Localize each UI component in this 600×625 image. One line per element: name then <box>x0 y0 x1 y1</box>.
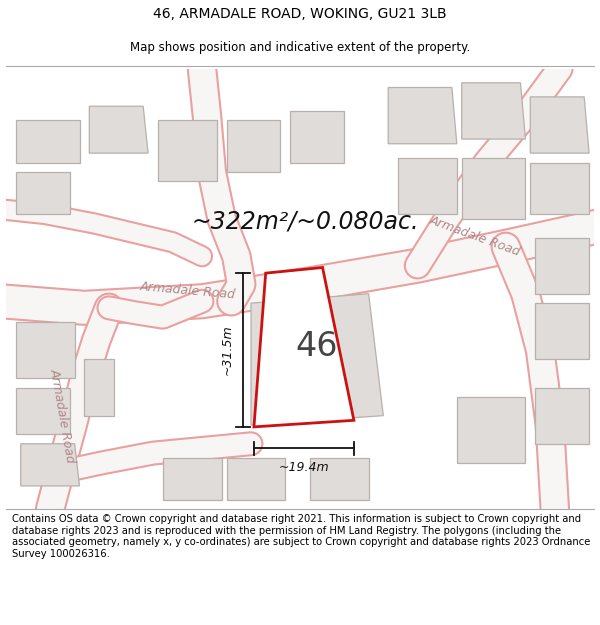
Polygon shape <box>227 121 280 172</box>
Text: Contains OS data © Crown copyright and database right 2021. This information is : Contains OS data © Crown copyright and d… <box>12 514 590 559</box>
Polygon shape <box>388 88 457 144</box>
Polygon shape <box>16 121 79 162</box>
Polygon shape <box>530 97 589 153</box>
Polygon shape <box>21 444 79 486</box>
Polygon shape <box>16 172 70 214</box>
Text: ~31.5m: ~31.5m <box>221 325 234 375</box>
Text: 46: 46 <box>295 331 338 364</box>
Polygon shape <box>158 121 217 181</box>
Polygon shape <box>457 397 526 462</box>
Polygon shape <box>462 83 526 139</box>
Polygon shape <box>89 106 148 153</box>
Polygon shape <box>251 294 383 425</box>
Text: ~19.4m: ~19.4m <box>278 461 329 474</box>
Polygon shape <box>290 111 344 162</box>
Polygon shape <box>535 238 589 294</box>
Polygon shape <box>398 158 457 214</box>
Text: ~322m²/~0.080ac.: ~322m²/~0.080ac. <box>191 209 419 234</box>
Polygon shape <box>16 322 74 378</box>
Text: Armadale Road: Armadale Road <box>427 213 522 258</box>
Polygon shape <box>310 458 368 500</box>
Polygon shape <box>535 388 589 444</box>
Text: 46, ARMADALE ROAD, WOKING, GU21 3LB: 46, ARMADALE ROAD, WOKING, GU21 3LB <box>153 8 447 21</box>
Polygon shape <box>85 359 114 416</box>
Polygon shape <box>462 158 526 219</box>
Polygon shape <box>16 388 70 434</box>
Polygon shape <box>163 458 221 500</box>
Polygon shape <box>535 303 589 359</box>
Polygon shape <box>254 268 354 427</box>
Text: Map shows position and indicative extent of the property.: Map shows position and indicative extent… <box>130 41 470 54</box>
Polygon shape <box>227 458 286 500</box>
Text: Armadale Road: Armadale Road <box>48 368 77 464</box>
Text: Armadale Road: Armadale Road <box>139 280 236 302</box>
Polygon shape <box>530 162 589 214</box>
